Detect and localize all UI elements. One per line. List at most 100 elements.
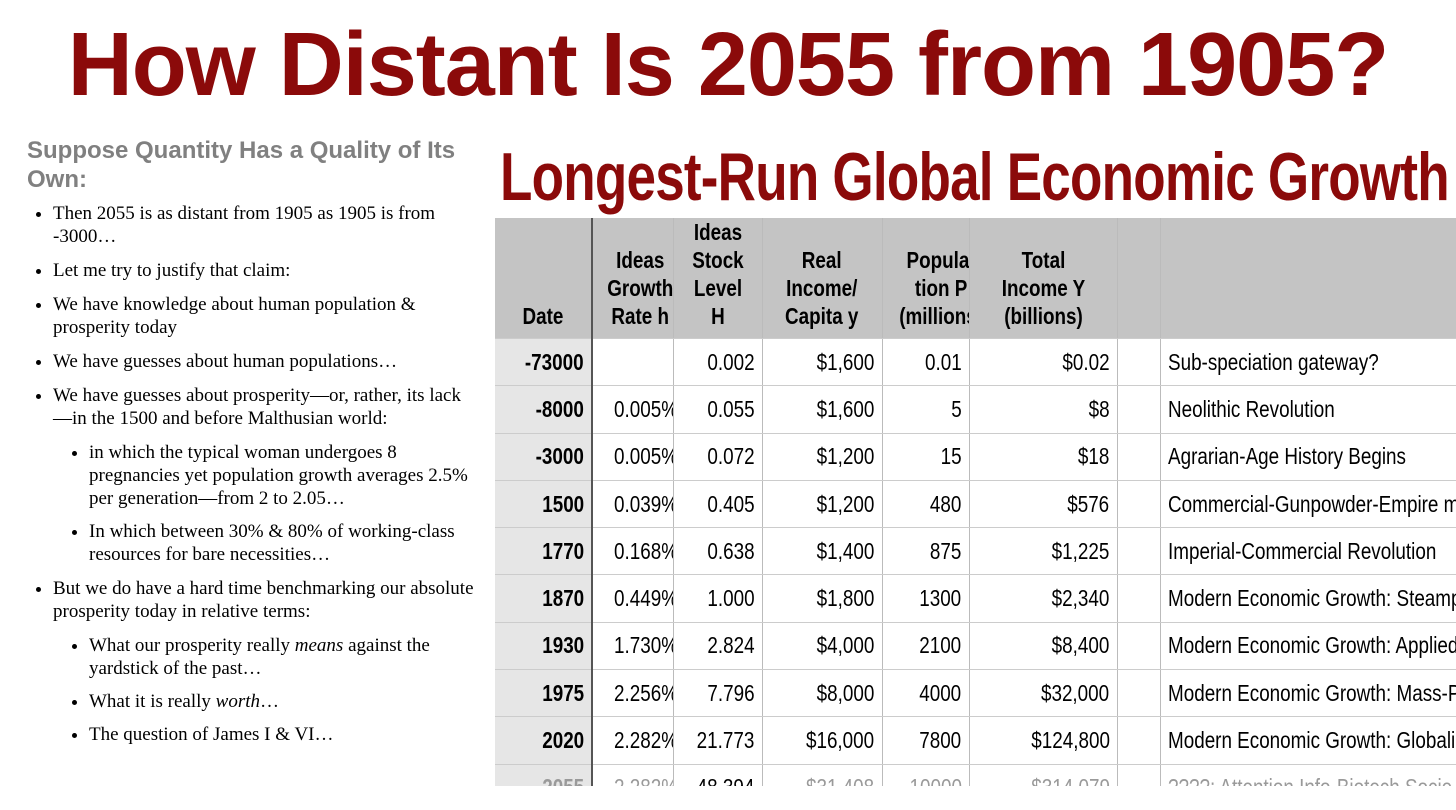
date-cell: 2020 [495, 716, 593, 765]
table-row: -73000 0.002 $1,600 0.01 $0.02 Sub-speciation… [495, 338, 1456, 387]
header-text: Popula- tion P (millions) [898, 247, 969, 329]
date-cell: -73000 [495, 338, 593, 387]
cell-text: -73000 [525, 348, 584, 375]
blank-cell [1117, 764, 1161, 786]
cell-text: Modern Economic Growth: Applied [1167, 632, 1456, 659]
cell-text: $1,200 [816, 490, 875, 517]
description-cell: Neolithic Revolution [1160, 385, 1456, 434]
value-cell: 0.405 [673, 480, 763, 529]
cell-text: 1975 [542, 679, 584, 706]
header-row: Date Ideas Growth Rate h Ideas Stock Level… [495, 218, 1456, 339]
blank-cell [1117, 622, 1161, 671]
blank-cell [1117, 669, 1161, 718]
cell-text: 0.449% [614, 585, 673, 612]
growth-table: Date Ideas Growth Rate h Ideas Stock Level… [495, 218, 1456, 786]
value-cell: $1,800 [762, 574, 883, 623]
value-cell: 0.638 [673, 527, 763, 576]
cell-text: 10000 [909, 774, 961, 786]
cell-text: 2.256% [614, 679, 673, 706]
cell-text: $314,079 [1031, 774, 1110, 786]
bullet-text: We have knowledge about human population… [53, 294, 416, 338]
bullet-text: The question of James I & VI… [89, 724, 334, 745]
cell-text: 0.168% [614, 537, 673, 564]
left-panel: Suppose Quantity Has a Quality of Its Ow… [27, 136, 477, 757]
cell-text: $2,340 [1051, 585, 1110, 612]
cell-text: 2.824 [707, 632, 755, 659]
column-header: Real Income/ Capita y [762, 218, 883, 339]
table-row: 1870 0.449% 1.000 $1,800 1300 $2,340 Modern Ec… [495, 574, 1456, 623]
column-header: Ideas Growth Rate h [592, 218, 674, 339]
cell-text: $16,000 [806, 727, 875, 754]
bullet-list: Then 2055 is as distant from 1905 as 190… [27, 202, 477, 746]
value-cell: $314,079 [969, 764, 1118, 786]
blank-cell [1117, 716, 1161, 765]
value-cell: $2,340 [969, 574, 1118, 623]
value-cell: $1,400 [762, 527, 883, 576]
cell-text: 15 [940, 443, 962, 470]
value-cell: 21.773 [673, 716, 763, 765]
table-row: 1500 0.039% 0.405 $1,200 480 $576 Commercial-G… [495, 480, 1456, 529]
header-text: Ideas Growth Rate h [607, 247, 673, 329]
value-cell: 0.01 [882, 338, 970, 387]
date-cell: 1770 [495, 527, 593, 576]
value-cell: $1,200 [762, 433, 883, 481]
value-cell: 875 [882, 527, 970, 576]
table-row: -3000 0.005% 0.072 $1,200 15 $18 Agrarian-Age … [495, 433, 1456, 481]
value-cell: $0.02 [969, 338, 1118, 387]
cell-text: 0.405 [707, 490, 755, 517]
bullet: Then 2055 is as distant from 1905 as 190… [53, 202, 477, 248]
value-cell: 5 [882, 385, 970, 434]
cell-text: $1,600 [816, 395, 875, 422]
bullet: We have knowledge about human population… [53, 293, 477, 339]
cell-text: $576 [1067, 490, 1110, 517]
value-cell: $124,800 [969, 716, 1118, 765]
cell-text: ????: Attention Info-Biotech Socie [1168, 774, 1452, 786]
header-blank [1160, 218, 1456, 339]
value-cell: 2.824 [673, 622, 763, 671]
value-cell: 7.796 [673, 669, 763, 718]
bullet: We have guesses about prosperity—or, rat… [53, 384, 477, 566]
bullet-text: But we do have a hard time benchmarking … [53, 578, 474, 622]
header-text: Ideas Stock Level H [691, 219, 744, 329]
value-cell: $1,200 [762, 480, 883, 529]
bullet-text: In which between 30% & 80% of working-cl… [89, 521, 455, 565]
header-text: Date [522, 303, 564, 329]
cell-text: 1870 [542, 585, 584, 612]
sub-bullet-list: in which the typical woman undergoes 8 p… [53, 441, 477, 566]
value-cell: $8 [969, 385, 1118, 434]
header-text: Total Income Y (billions) [1001, 247, 1085, 329]
bullet: Let me try to justify that claim: [53, 259, 477, 282]
header-text: Real Income/ Capita y [785, 247, 859, 329]
sub-bullet: What it is really worth… [89, 690, 477, 713]
cell-text: $8,400 [1051, 632, 1110, 659]
cell-text: 0.01 [924, 348, 962, 375]
cell-text: 0.005% [614, 443, 673, 470]
date-cell: -8000 [495, 385, 593, 434]
cell-text: -3000 [535, 443, 584, 470]
sub-bullet: in which the typical woman undergoes 8 p… [89, 441, 477, 510]
value-cell: 0.002 [673, 338, 763, 387]
cell-text: $8,000 [816, 679, 875, 706]
cell-text: -8000 [535, 395, 584, 422]
value-cell: 1300 [882, 574, 970, 623]
cell-text: $32,000 [1041, 679, 1110, 706]
description-cell: Modern Economic Growth: Globali [1160, 716, 1456, 765]
cell-text: 0.055 [707, 395, 755, 422]
value-cell: 48.394 [673, 764, 763, 786]
table-row: 1930 1.730% 2.824 $4,000 2100 $8,400 Modern Ec… [495, 622, 1456, 671]
value-cell: 480 [882, 480, 970, 529]
header-blank [1117, 218, 1161, 339]
table-row: 2055 2.282% 48.394 $31,408 10000 $314,079????… [495, 764, 1456, 786]
cell-text: $4,000 [816, 632, 875, 659]
cell-text: 5 [951, 395, 962, 422]
cell-text: $1,200 [816, 443, 875, 470]
sub-bullet: In which between 30% & 80% of working-cl… [89, 520, 477, 566]
value-cell: 0.168% [592, 527, 674, 576]
cell-text: 7800 [919, 727, 962, 754]
cell-text: Commercial-Gunpowder-Empire m [1167, 490, 1456, 517]
date-cell: 1500 [495, 480, 593, 529]
cell-text: Agrarian-Age History Begins [1167, 443, 1406, 470]
description-cell: Agrarian-Age History Begins [1160, 433, 1456, 481]
value-cell: 2.256% [592, 669, 674, 718]
value-cell: $18 [969, 433, 1118, 481]
